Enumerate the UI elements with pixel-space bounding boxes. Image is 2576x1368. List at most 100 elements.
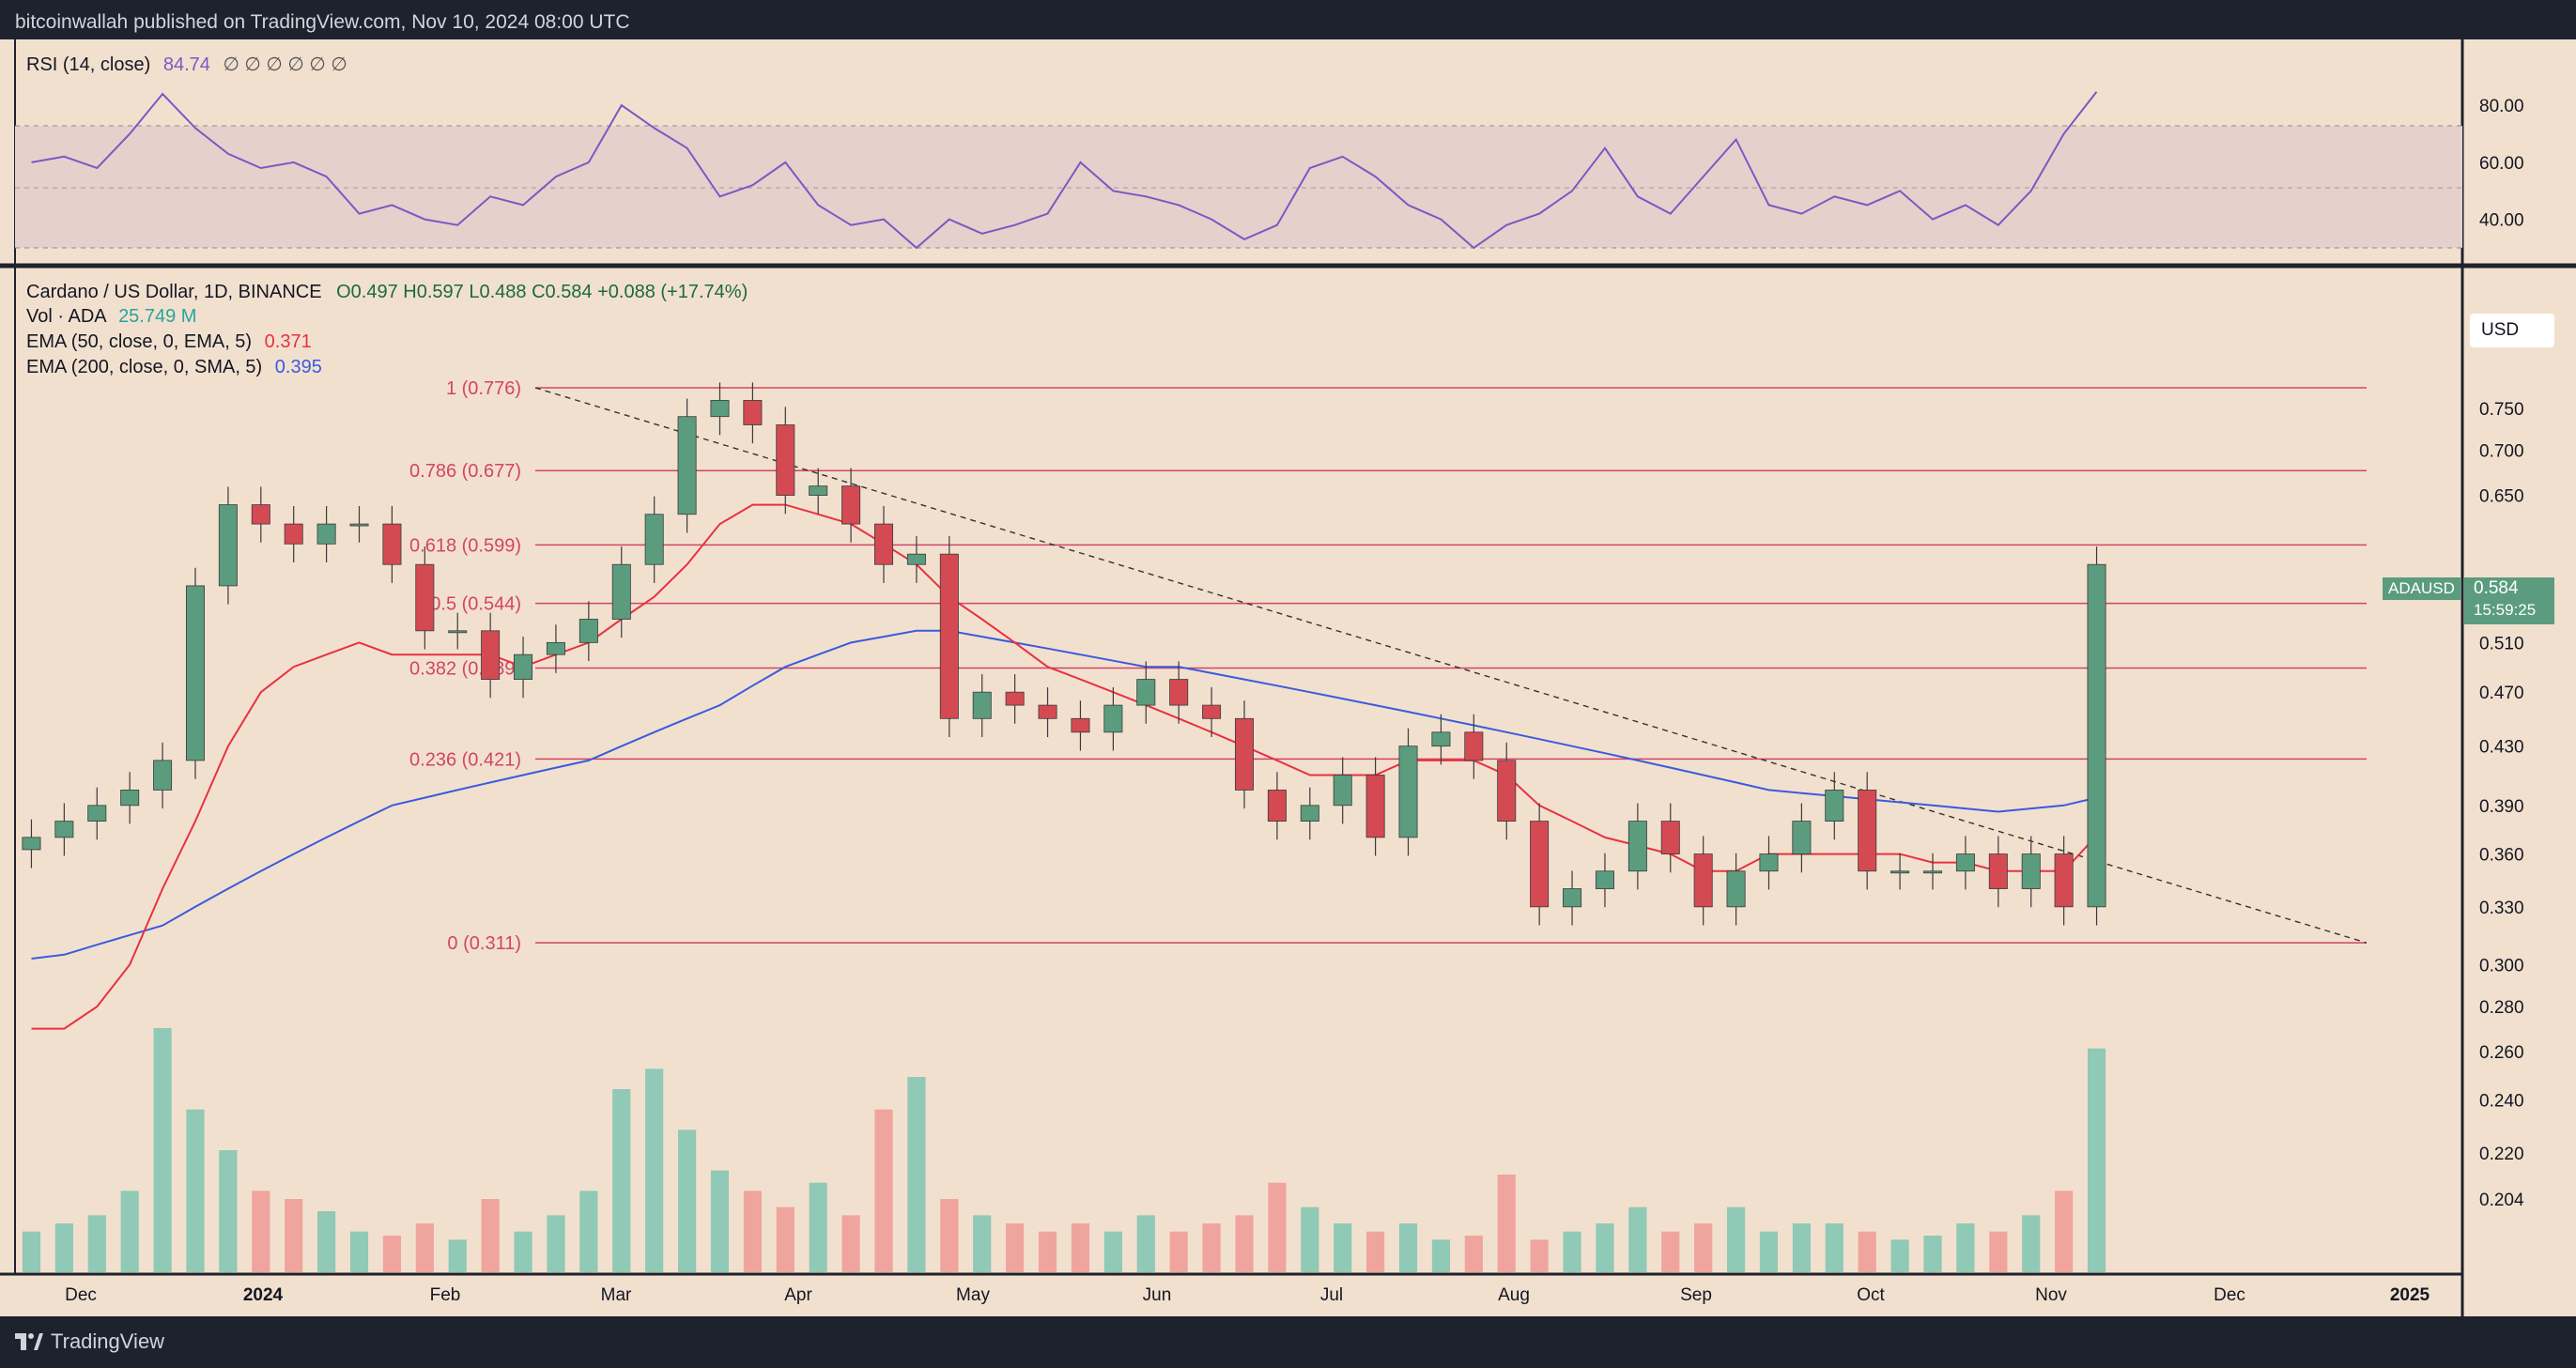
volume-bar (1038, 1231, 1057, 1272)
price-badge-symbol: ADAUSD (2383, 577, 2461, 600)
fib-label: 0.236 (0.421) (409, 749, 521, 770)
volume-bar (54, 1223, 73, 1272)
volume-bar (579, 1191, 598, 1272)
candle-body (939, 553, 959, 719)
volume-bar (874, 1109, 893, 1272)
volume-bar (1858, 1231, 1876, 1272)
volume-bar (317, 1211, 336, 1272)
chart-svg[interactable]: 80.00 60.00 40.00 1 (0.776) 0.786 (0.677) 0.… (0, 39, 2576, 1316)
volume-bar (776, 1207, 794, 1272)
volume-bar (645, 1068, 664, 1272)
vol-value: 25.749 M (118, 306, 197, 327)
candle-body (382, 523, 402, 565)
volume-bar (1398, 1223, 1418, 1272)
time-tick-label: Apr (784, 1285, 812, 1305)
candle-body (1693, 853, 1713, 908)
time-tick-label: Jun (1143, 1285, 1172, 1305)
candle-body (1202, 704, 1222, 719)
volume-bar (1169, 1231, 1188, 1272)
candle-body (1365, 775, 1385, 838)
candle-body (481, 630, 501, 680)
rsi-label: RSI (14, close) (26, 54, 151, 75)
chart-area[interactable]: 80.00 60.00 40.00 1 (0.776) 0.786 (0.677) 0.… (0, 39, 2576, 1316)
fib-levels: 1 (0.776) 0.786 (0.677) 0.618 (0.599) 0.5 (… (409, 378, 2367, 954)
volume-bar (2055, 1191, 2074, 1272)
rsi-tick-label: 40.00 (2479, 211, 2524, 231)
volume-bar (809, 1182, 827, 1272)
volume-bar (1103, 1231, 1122, 1272)
ema50-polyline (31, 503, 2098, 1030)
tradingview-icon (15, 1333, 43, 1350)
candle-body (906, 553, 926, 565)
brand-name: TradingView (51, 1330, 165, 1353)
volume-bar (841, 1215, 860, 1272)
price-tick-label: 0.240 (2479, 1092, 2524, 1112)
candle-body (1333, 775, 1352, 807)
volume-bar (514, 1231, 532, 1272)
rsi-tick-label: 60.00 (2479, 154, 2524, 174)
volume-bar (1596, 1223, 1614, 1272)
volume-bar (153, 1028, 172, 1272)
candle-body (2087, 563, 2106, 908)
ema200-value: 0.395 (274, 357, 322, 377)
price-tick-label: 0.260 (2479, 1043, 2524, 1063)
publisher-header: bitcoinwallah published on TradingView.c… (0, 0, 2576, 45)
volume-bar (1989, 1231, 2008, 1272)
volume-bar (743, 1191, 762, 1272)
volume-bar (2022, 1215, 2041, 1272)
candle-body (1038, 704, 1057, 719)
fib-label: 0 (0.311) (447, 933, 521, 954)
volume-bar (612, 1089, 631, 1272)
candle-body (1825, 790, 1844, 822)
candle-body (218, 504, 238, 587)
ema50-label: EMA (50, close, 0, EMA, 5) (26, 331, 253, 352)
candle-body (546, 641, 565, 655)
volume-bar (219, 1150, 238, 1272)
candles (22, 382, 2106, 926)
candle-body (1431, 731, 1451, 747)
time-tick-label: Oct (1857, 1285, 1885, 1305)
ema200-legend: EMA (200, close, 0, SMA, 5) 0.395 (26, 357, 322, 378)
trendline (534, 387, 2368, 944)
volume-bar (1923, 1236, 1942, 1272)
volume-bar (1530, 1239, 1549, 1272)
volume-bar (1071, 1223, 1090, 1272)
candle-body (677, 416, 697, 515)
price-tick-label: 0.510 (2479, 634, 2524, 653)
candle-body (415, 563, 435, 632)
candle-body (349, 523, 369, 527)
candle-body (1988, 853, 2008, 889)
candle-body (120, 790, 140, 807)
ema50-value: 0.371 (264, 331, 312, 352)
tradingview-logo[interactable]: TradingView (15, 1330, 164, 1354)
volume-bar (1202, 1223, 1221, 1272)
rsi-band (15, 126, 2462, 248)
candle-body (1955, 853, 1975, 872)
price-tick-label: 0.430 (2479, 738, 2524, 758)
candle-body (185, 585, 205, 761)
symbol-legend: Cardano / US Dollar, 1D, BINANCE O0.497 … (26, 282, 748, 303)
candle-body (1890, 870, 1910, 874)
currency-button[interactable]: USD (2470, 314, 2554, 347)
candle-body (87, 805, 107, 822)
candle-body (1464, 731, 1484, 761)
price-tick-label: 0.750 (2479, 400, 2524, 420)
candle-body (1726, 870, 1746, 908)
candle-body (1267, 790, 1287, 822)
candle-body (448, 630, 468, 634)
volume-bar (1136, 1215, 1155, 1272)
candle-body (1497, 760, 1517, 822)
ema200-polyline (31, 629, 2097, 960)
fib-label: 1 (0.776) (446, 378, 521, 399)
volume-bar (415, 1223, 434, 1272)
time-tick-label: Sep (1680, 1285, 1712, 1305)
volume-bar (1235, 1215, 1254, 1272)
time-tick-label: Dec (2214, 1285, 2245, 1305)
volume-bar (1792, 1223, 1811, 1272)
rsi-legend: RSI (14, close) 84.74 ∅ ∅ ∅ ∅ ∅ ∅ (26, 53, 347, 76)
candle-body (611, 563, 631, 620)
ohlc-values: O0.497 H0.597 L0.488 C0.584 +0.088 (+17.… (336, 282, 748, 302)
volume-bar (907, 1077, 926, 1272)
candle-body (153, 760, 173, 791)
volume-bar (1694, 1223, 1713, 1272)
